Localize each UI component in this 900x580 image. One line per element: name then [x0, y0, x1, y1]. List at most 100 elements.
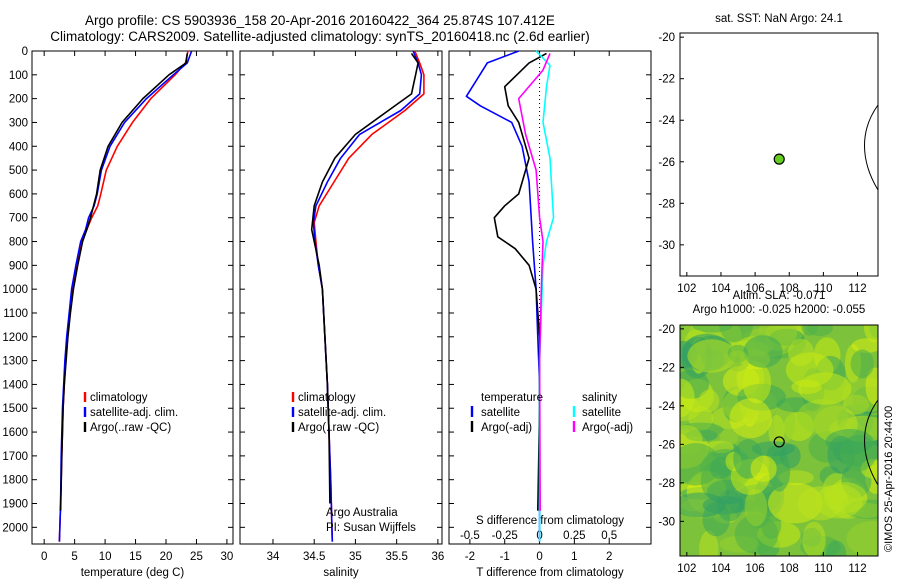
- float-position-marker: [773, 436, 785, 448]
- sla-blob: [680, 492, 727, 518]
- legend-heading: temperature: [481, 392, 543, 404]
- legend-label: Argo(-adj): [582, 422, 633, 434]
- legend-label: Argo(-adj): [481, 422, 532, 434]
- sla-blob: [680, 443, 721, 486]
- sla-blob: [865, 367, 878, 405]
- series-line-argo-raw-qc-: [59, 53, 189, 511]
- x-tick-label: 106: [746, 563, 765, 575]
- legend-label: satellite-adj. clim.: [90, 407, 178, 419]
- s-tick-label: -0.25: [492, 530, 518, 542]
- sla-blob: [729, 398, 772, 439]
- x-tick-label: -1: [500, 551, 510, 563]
- y-tick-label: 400: [9, 141, 28, 153]
- y-tick-label: 1300: [2, 356, 28, 368]
- series-line-argo-raw-qc-: [310, 52, 419, 504]
- sla-blob: [751, 441, 795, 457]
- salinity-panel-frame: [239, 50, 443, 545]
- sla-blob: [727, 350, 749, 372]
- x-tick-label: 112: [848, 283, 866, 295]
- x-tick-label: 2: [606, 551, 612, 563]
- y-tick-label: 100: [9, 70, 28, 82]
- x-tick-label: 34.5: [303, 551, 325, 563]
- y-tick-label: -24: [658, 115, 675, 127]
- y-tick-label: 300: [9, 117, 28, 129]
- s-axis-label: S difference from climatology: [476, 515, 624, 527]
- sla-blob: [680, 378, 695, 418]
- chart-title-line2: Climatology: CARS2009. Satellite-adjuste…: [50, 29, 590, 44]
- legend-heading: salinity: [582, 392, 617, 404]
- y-tick-label: 1000: [2, 284, 28, 296]
- sla-field: [680, 325, 878, 556]
- y-tick-label: 500: [9, 165, 28, 177]
- y-tick-label: 1700: [2, 451, 28, 463]
- salinity-panel: 34 34.5 35 35.5 36 salinity climatology satelli…: [239, 50, 444, 579]
- sla-blob: [698, 389, 720, 413]
- x-tick-label: 108: [780, 283, 799, 295]
- x-tick-label: 104: [711, 563, 731, 575]
- y-tick-label: -28: [658, 198, 675, 210]
- y-tick-label: -22: [658, 74, 675, 86]
- x-tick-label: 0: [536, 551, 542, 563]
- sla-map: 102 104 106 108 110 112 -20 -22 -24 -26 -28 -30: [658, 324, 879, 575]
- sst-map: 102 104 106 108 110 112 -20 -22 -24 -26 -28 -30: [658, 32, 879, 295]
- x-tick-label: 10: [99, 551, 112, 563]
- x-tick-label: 110: [814, 563, 832, 575]
- x-tick-label: 104: [711, 283, 731, 295]
- legend-label: satellite: [582, 407, 621, 419]
- sla-blob: [846, 521, 878, 556]
- y-tick-label: -30: [658, 516, 675, 528]
- sla-blob: [687, 339, 736, 373]
- sla-blob: [850, 349, 874, 378]
- series-line-salinity-argo-adj-: [517, 53, 551, 511]
- x-tick-label: 102: [677, 563, 696, 575]
- sla-blob: [750, 455, 777, 482]
- temperature-panel: 0 5 10 15 20 25 300100200300400500600700800900…: [2, 46, 234, 579]
- difference-panel-frame: [448, 50, 652, 545]
- y-tick-label: 1400: [2, 379, 28, 391]
- sla-blob: [863, 325, 878, 343]
- sla-map-title-line2: Argo h1000: -0.025 h2000: -0.055: [692, 304, 866, 316]
- y-tick-label: 600: [9, 189, 28, 201]
- x-tick-label: 0: [41, 551, 47, 563]
- annotation-line: Argo Australia: [326, 507, 398, 519]
- legend-label: satellite: [481, 407, 520, 419]
- y-tick-label: -28: [658, 478, 675, 490]
- y-tick-label: -20: [658, 32, 675, 44]
- x-tick-label: 35: [349, 551, 362, 563]
- coastline: [864, 104, 879, 191]
- x-axis-label: T difference from climatology: [476, 567, 623, 579]
- x-tick-label: 108: [780, 563, 799, 575]
- y-tick-label: 1200: [2, 332, 28, 344]
- annotation-line: PI: Susan Wijffels: [326, 522, 416, 534]
- y-tick-label: 700: [9, 213, 28, 225]
- sla-blob: [825, 540, 847, 556]
- x-tick-label: 1: [571, 551, 577, 563]
- s-tick-label: 0.5: [601, 530, 617, 542]
- series-line-temperature-argo-adj-: [493, 52, 547, 511]
- x-tick-label: 30: [221, 551, 234, 563]
- sla-blob: [797, 486, 843, 521]
- x-axis-label: salinity: [323, 567, 358, 579]
- y-tick-label: -26: [658, 439, 675, 451]
- sla-blob: [797, 399, 849, 435]
- coastline: [864, 399, 879, 486]
- y-tick-label: 1900: [2, 499, 28, 511]
- difference-panel: -2 -1 0 1 2 T difference from climatology -0.5…: [448, 50, 652, 579]
- legend-label: Argo(..raw -QC): [90, 422, 171, 434]
- sla-blob: [719, 428, 739, 445]
- x-tick-label: 20: [160, 551, 173, 563]
- temperature-panel-frame: [31, 50, 234, 545]
- sst-map-title: sat. SST: NaN Argo: 24.1: [715, 13, 843, 25]
- y-tick-label: -26: [658, 157, 675, 169]
- sla-blob: [742, 361, 772, 404]
- y-tick-label: 200: [9, 94, 28, 106]
- chart-title-line1: Argo profile: CS 5903936_158 20-Apr-2016…: [85, 13, 555, 28]
- x-tick-label: 25: [190, 551, 203, 563]
- x-tick-label: 102: [677, 283, 696, 295]
- x-tick-label: -2: [465, 551, 475, 563]
- y-tick-label: 1800: [2, 475, 28, 487]
- x-tick-label: 34: [267, 551, 280, 563]
- sla-map-frame: [679, 324, 879, 557]
- sla-blob: [768, 415, 785, 447]
